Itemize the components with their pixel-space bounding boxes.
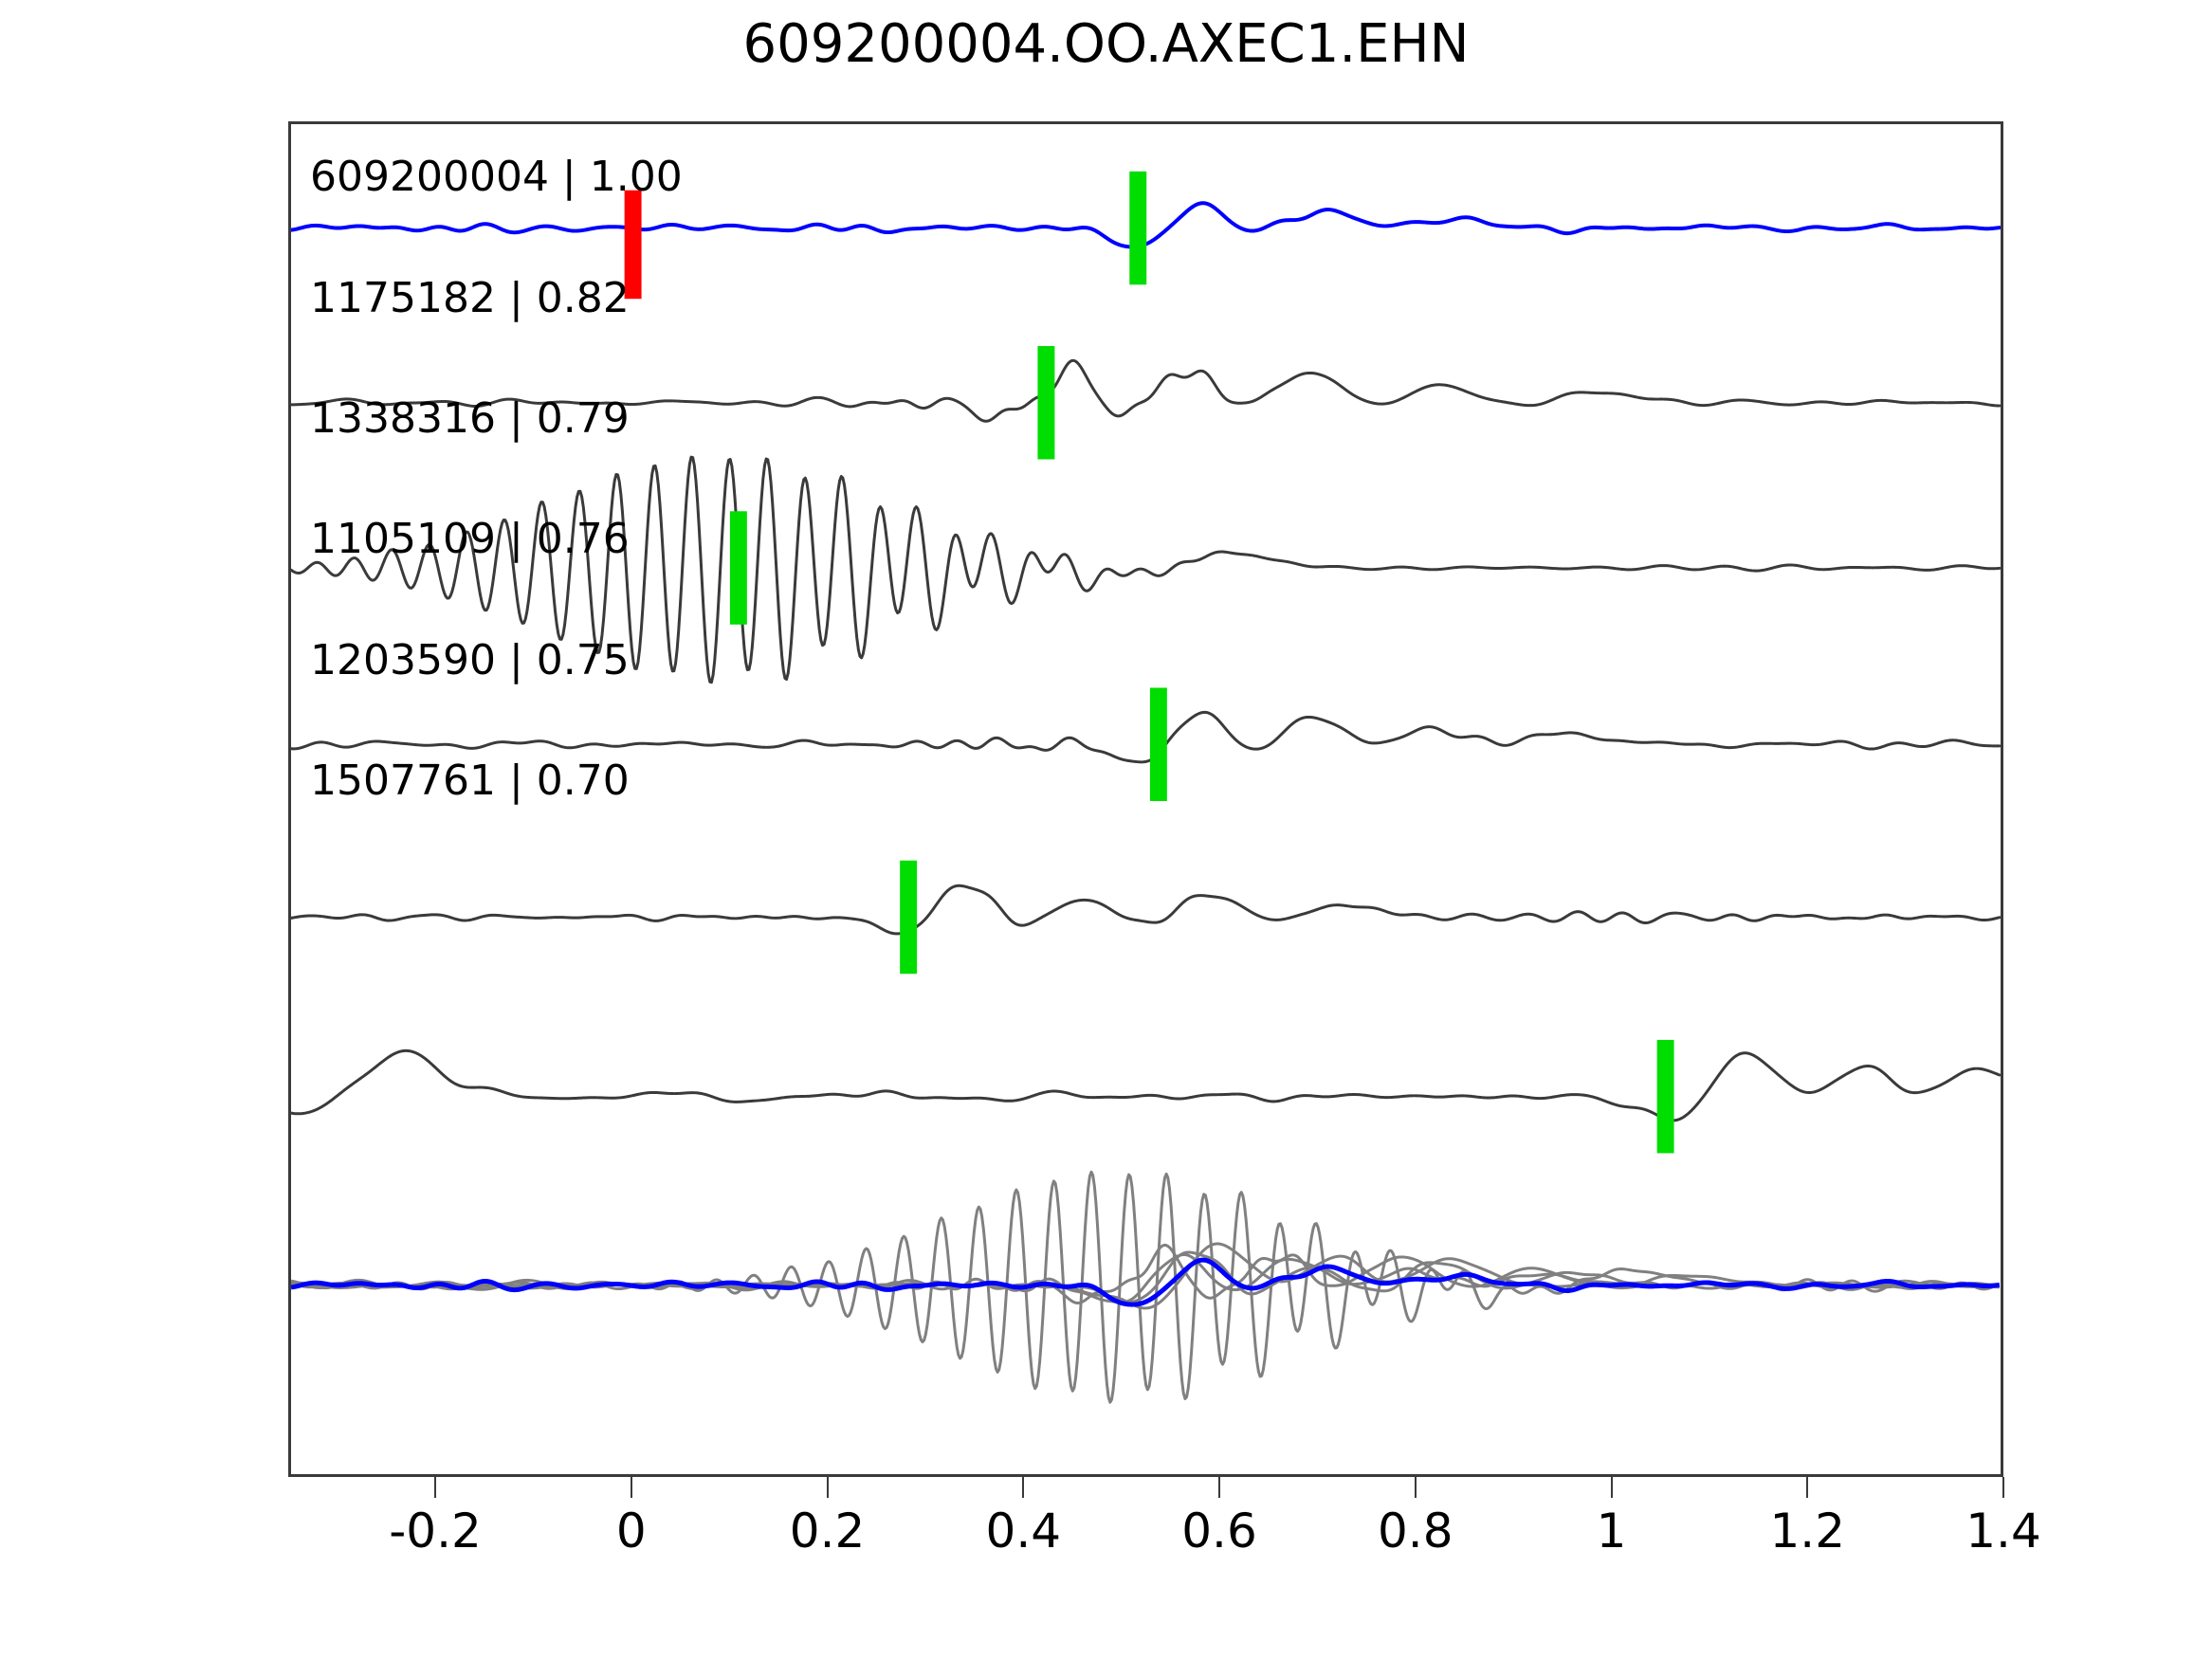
pick-marker-detection xyxy=(1656,1039,1674,1154)
trace-label-0: 609200004 | 1.00 xyxy=(310,153,683,201)
x-tick-label: 1.2 xyxy=(1769,1504,1846,1559)
x-axis: -0.2 0 0.2 0.4 0.6 0.8 1 1.2 1.4 xyxy=(288,1477,2041,1591)
trace-label-2: 1338316 | 0.79 xyxy=(310,394,630,443)
pick-marker-detection xyxy=(1037,346,1055,460)
waveform-trace xyxy=(291,1048,2001,1122)
x-tick xyxy=(1414,1477,1417,1498)
trace-label-3: 1105109 | 0.76 xyxy=(310,515,630,563)
trace-label-1: 1175182 | 0.82 xyxy=(310,274,630,322)
overlay-template-trace xyxy=(291,1257,2001,1307)
waveform-trace xyxy=(291,884,2001,936)
waveform-trace xyxy=(291,710,2001,764)
page-title: 609200004.OO.AXEC1.EHN xyxy=(742,13,1470,75)
x-tick-label: 0 xyxy=(615,1504,647,1559)
x-tick-label: 1.4 xyxy=(1965,1504,2041,1559)
x-tick-label: 0.2 xyxy=(789,1504,866,1559)
pick-marker-detection xyxy=(1129,171,1147,285)
pick-marker-template xyxy=(624,190,642,300)
pick-marker-detection xyxy=(1149,687,1167,801)
x-tick-label: -0.2 xyxy=(389,1504,482,1559)
x-tick-label: 0.4 xyxy=(985,1504,1062,1559)
pick-marker-detection xyxy=(729,511,747,625)
x-tick-label: 1 xyxy=(1596,1504,1627,1559)
overlay-trace xyxy=(291,1242,2000,1310)
waveform-canvas xyxy=(291,171,2001,1404)
overlay-trace xyxy=(291,1250,2001,1304)
x-tick-label: 0.8 xyxy=(1378,1504,1453,1559)
x-tick xyxy=(1806,1477,1809,1498)
waveform-trace xyxy=(291,358,2001,423)
trace-label-5: 1507761 | 0.70 xyxy=(310,757,630,805)
x-tick xyxy=(1022,1477,1025,1498)
waveform-trace xyxy=(291,455,2001,684)
x-tick-label: 0.6 xyxy=(1181,1504,1257,1559)
x-tick xyxy=(434,1477,437,1498)
trace-label-4: 1203590 | 0.75 xyxy=(310,636,630,684)
x-tick xyxy=(826,1477,829,1498)
plot-area: 609200004 | 1.00 1175182 | 0.82 1338316 … xyxy=(288,121,2003,1477)
pick-marker-detection xyxy=(900,860,918,975)
x-tick xyxy=(2002,1477,2004,1498)
x-tick xyxy=(1610,1477,1613,1498)
x-tick xyxy=(1218,1477,1221,1498)
x-tick xyxy=(630,1477,632,1498)
